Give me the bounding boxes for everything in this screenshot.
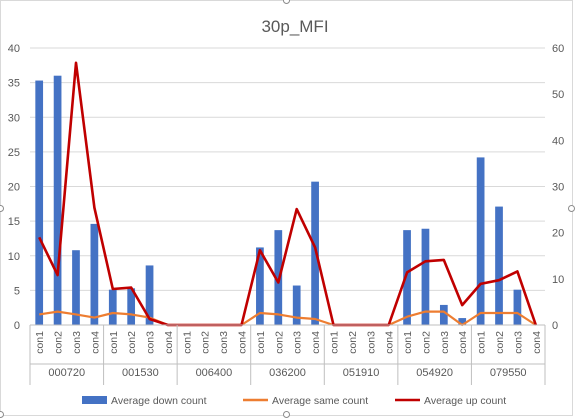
category-tick-label: con3 — [365, 331, 377, 354]
legend-label: Average down count — [111, 395, 207, 407]
left-tick-label: 5 — [14, 285, 20, 297]
category-tick-label: con3 — [145, 331, 157, 354]
bar — [35, 80, 44, 325]
bar — [458, 318, 467, 325]
category-tick-label: con1 — [476, 331, 488, 354]
legend-swatch — [82, 396, 107, 404]
bar — [476, 157, 485, 325]
right-axis: 0 10 20 30 40 50 60 — [552, 43, 564, 332]
category-tick-label: con3 — [292, 331, 304, 354]
category-tick-label: con2 — [53, 331, 65, 354]
legend: Average down count Average same count Aver… — [82, 395, 506, 407]
bar — [256, 247, 264, 325]
bar — [439, 304, 448, 325]
category-tick-label: con3 — [512, 331, 524, 354]
category-tick-label: con2 — [420, 331, 432, 354]
left-tick-label: 40 — [8, 43, 20, 55]
left-tick-label: 25 — [8, 147, 20, 159]
group-label: 006400 — [196, 367, 233, 379]
right-tick-label: 50 — [552, 89, 564, 101]
bar — [53, 75, 62, 325]
bar — [421, 228, 430, 325]
category-tick-label: con4 — [89, 331, 101, 354]
bar-series — [35, 75, 522, 325]
bar — [403, 230, 411, 325]
category-tick-label: con2 — [347, 331, 359, 354]
left-axis: 0 5 10 15 20 25 30 35 40 — [8, 43, 20, 332]
bar — [90, 223, 99, 325]
category-tick-label: con1 — [328, 331, 340, 354]
category-tick-label: con4 — [310, 331, 322, 354]
left-tick-label: 35 — [8, 78, 20, 90]
chart-title: 30p_MFI — [261, 17, 328, 36]
bar — [292, 285, 301, 325]
resize-handle-top[interactable] — [283, 0, 290, 4]
right-tick-label: 20 — [552, 228, 564, 240]
left-tick-label: 15 — [8, 216, 20, 228]
category-tick-label: con4 — [237, 331, 249, 354]
category-tick-label: con1 — [255, 331, 267, 354]
group-label: 000720 — [48, 367, 85, 379]
bar — [495, 206, 503, 325]
group-label: 079550 — [490, 367, 527, 379]
group-label: 001530 — [122, 367, 159, 379]
category-tick-label: con4 — [163, 331, 175, 354]
category-tick-label: con3 — [71, 331, 83, 354]
series-line — [39, 310, 537, 327]
group-label: 036200 — [269, 367, 306, 379]
resize-handle-left[interactable] — [0, 205, 4, 212]
right-tick-label: 30 — [552, 182, 564, 194]
category-tick-label: con1 — [34, 331, 46, 354]
bar — [513, 289, 522, 325]
series-line — [38, 61, 538, 327]
legend-label: Average up count — [424, 395, 506, 407]
left-tick-label: 10 — [8, 251, 20, 263]
group-label: 051910 — [343, 367, 380, 379]
category-tick-label: con4 — [384, 331, 396, 354]
category-tick-label: con2 — [126, 331, 138, 354]
category-tick-label: con3 — [439, 331, 451, 354]
category-tick-label: con3 — [218, 331, 230, 354]
category-tick-label: con2 — [494, 331, 506, 354]
gridlines — [30, 47, 545, 291]
category-tick-label: con1 — [108, 331, 120, 354]
bar — [145, 265, 154, 325]
category-tick-label: con4 — [457, 331, 469, 354]
group-label: 054920 — [416, 367, 453, 379]
line-series — [38, 61, 538, 327]
category-tick-label: con4 — [531, 331, 543, 354]
bar — [311, 181, 319, 325]
category-tick-label: con1 — [181, 331, 193, 354]
right-tick-label: 60 — [552, 43, 564, 55]
legend-label: Average same count — [272, 395, 368, 407]
right-tick-label: 0 — [552, 320, 558, 332]
left-tick-label: 30 — [8, 112, 20, 124]
bar — [127, 288, 136, 325]
bar — [108, 289, 117, 325]
left-tick-label: 0 — [14, 320, 20, 332]
category-tick-label: con2 — [200, 331, 212, 354]
category-tick-label: con2 — [273, 331, 285, 354]
right-tick-label: 10 — [552, 274, 564, 286]
bar — [72, 250, 80, 325]
right-tick-label: 40 — [552, 135, 564, 147]
category-tick-label: con1 — [402, 331, 414, 354]
category-axis: con1 con2 con3 con4 000720 con1 con2 con3 con4 00… — [29, 324, 546, 385]
left-tick-label: 20 — [8, 182, 20, 194]
